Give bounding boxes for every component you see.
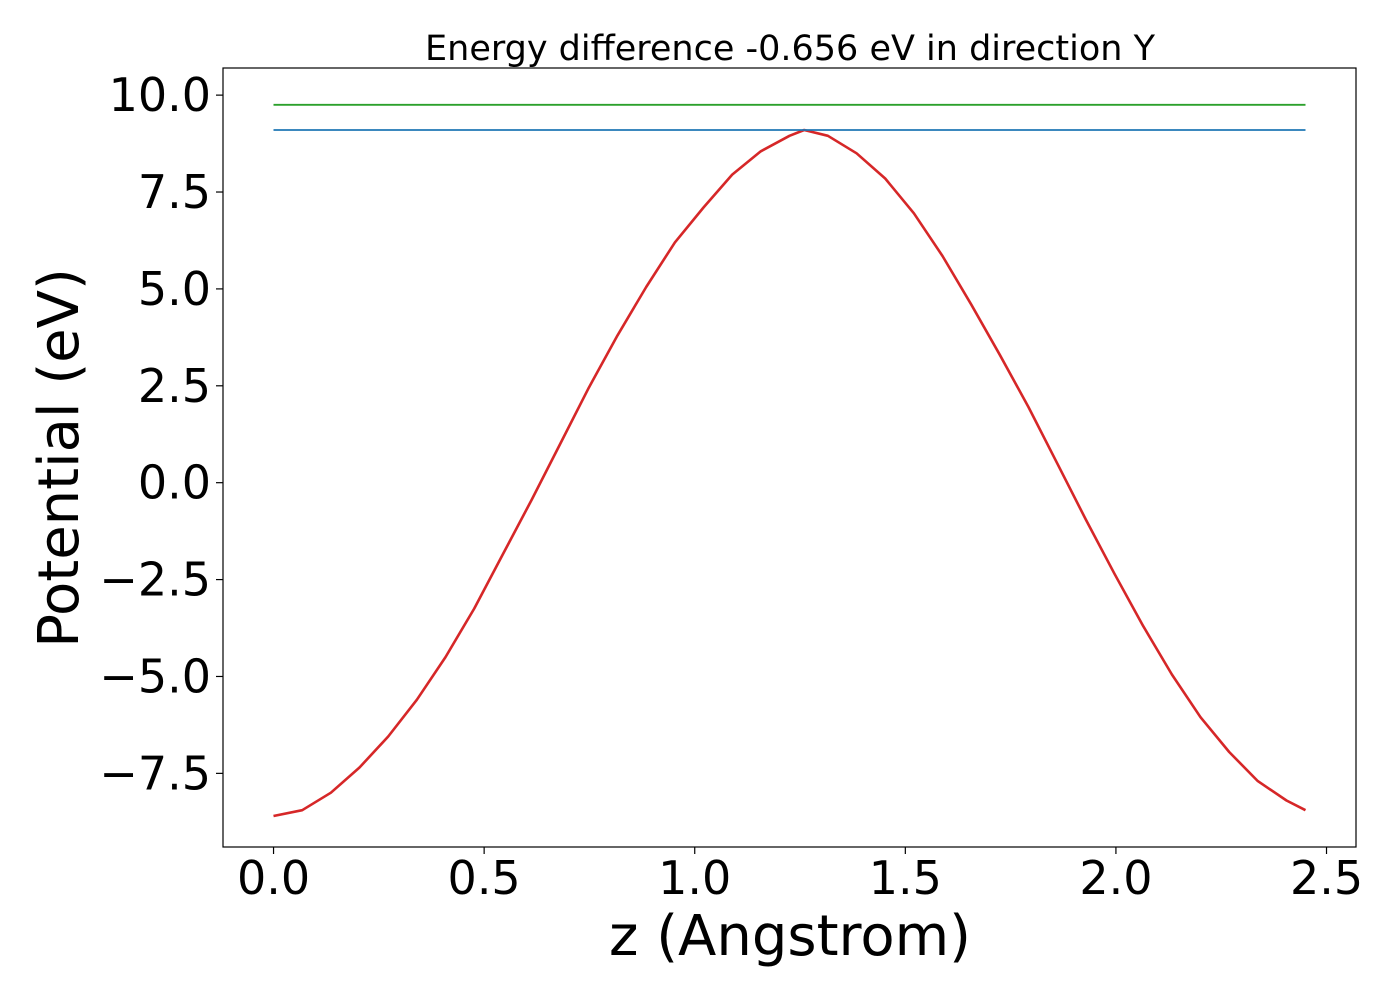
x-tick-label: 1.5	[869, 851, 942, 905]
x-tick-label: 2.0	[1079, 851, 1152, 905]
x-tick-label: 2.5	[1290, 851, 1363, 905]
y-tick-label: −7.5	[99, 746, 211, 800]
x-tick-label: 1.0	[658, 851, 731, 905]
x-tick-label: 0.5	[448, 851, 521, 905]
chart-title: Energy difference -0.656 eV in direction…	[425, 29, 1156, 69]
x-tick-label: 0.0	[237, 851, 310, 905]
y-tick-label: 2.5	[138, 359, 211, 413]
x-axis-label: z (Angstrom)	[609, 904, 971, 969]
series-line-0	[273, 128, 1307, 818]
y-tick-label: 5.0	[138, 262, 211, 316]
y-tick-label: −2.5	[99, 553, 211, 607]
y-tick-label: 7.5	[138, 165, 211, 219]
y-tick-label: 0.0	[138, 456, 211, 510]
y-tick-label: 10.0	[109, 68, 211, 122]
plot-area: 0.0 0.5 1.0 1.5 2.0 2.5 10.0 7.5 5.0 2.5 0.0 −2.5 −5…	[99, 67, 1363, 905]
y-tick-label: −5.0	[99, 649, 211, 703]
y-axis-label: Potential (eV)	[27, 268, 92, 648]
plot-frame	[222, 67, 1357, 848]
